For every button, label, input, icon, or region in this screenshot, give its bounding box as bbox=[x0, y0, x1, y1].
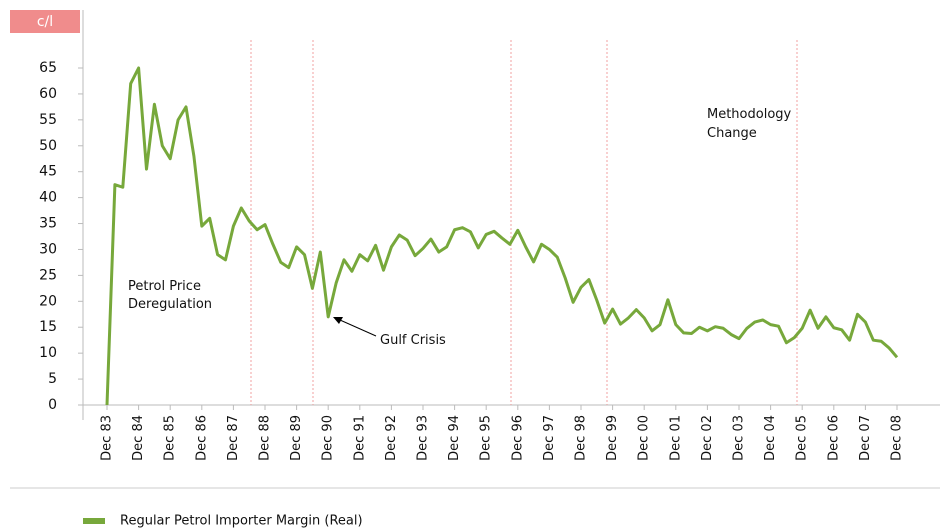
x-tick-label: Dec 05 bbox=[795, 415, 810, 461]
y-tick-label: 10 bbox=[39, 345, 57, 361]
x-tick-label: Dec 00 bbox=[637, 415, 652, 461]
x-tick-label: Dec 04 bbox=[763, 415, 778, 461]
x-tick-label: Dec 91 bbox=[352, 415, 367, 461]
y-tick-label: 40 bbox=[39, 190, 57, 206]
y-tick-label: 55 bbox=[39, 112, 57, 128]
arrow-head bbox=[333, 317, 343, 324]
y-tick-label: 65 bbox=[39, 60, 57, 76]
x-tick-label: Dec 96 bbox=[510, 415, 525, 461]
x-tick-label: Dec 03 bbox=[732, 415, 747, 461]
x-tick-label: Dec 83 bbox=[100, 415, 115, 461]
x-tick-label: Dec 93 bbox=[416, 415, 431, 461]
y-tick-label: 15 bbox=[39, 319, 57, 335]
x-tick-label: Dec 89 bbox=[289, 415, 304, 461]
x-tick-label: Dec 95 bbox=[479, 415, 494, 461]
y-tick-label: 45 bbox=[39, 164, 57, 180]
legend-label: Regular Petrol Importer Margin (Real) bbox=[120, 514, 363, 529]
x-tick-label: Dec 94 bbox=[447, 415, 462, 461]
x-tick-label: Dec 85 bbox=[163, 415, 178, 461]
y-tick-label: 20 bbox=[39, 293, 57, 309]
x-tick-label: Dec 92 bbox=[384, 415, 399, 461]
x-tick-label: Dec 87 bbox=[226, 415, 241, 461]
x-tick-label: Dec 06 bbox=[826, 415, 841, 461]
annotation: Gulf Crisis bbox=[380, 333, 446, 348]
x-tick-label: Dec 02 bbox=[700, 415, 715, 461]
x-tick-label: Dec 97 bbox=[542, 415, 557, 461]
x-tick-label: Dec 99 bbox=[605, 415, 620, 461]
legend-swatch bbox=[83, 518, 105, 524]
y-label-box bbox=[10, 10, 80, 33]
y-tick-label: 0 bbox=[48, 397, 57, 413]
y-tick-label: 50 bbox=[39, 138, 57, 154]
y-tick-label: 35 bbox=[39, 216, 57, 232]
x-tick-label: Dec 07 bbox=[858, 415, 873, 461]
y-tick-label: 60 bbox=[39, 86, 57, 102]
x-tick-label: Dec 98 bbox=[574, 415, 589, 461]
y-tick-label: 25 bbox=[39, 267, 57, 283]
annotation: Petrol Price Deregulation bbox=[128, 279, 212, 312]
x-tick-label: Dec 08 bbox=[890, 415, 905, 461]
x-tick-label: Dec 84 bbox=[131, 415, 146, 461]
arrow bbox=[339, 319, 377, 337]
y-tick-label: 5 bbox=[48, 371, 57, 387]
y-tick-label: 30 bbox=[39, 241, 57, 257]
x-tick-label: Dec 86 bbox=[194, 415, 209, 461]
line-series bbox=[105, 66, 899, 406]
x-tick-label: Dec 88 bbox=[258, 415, 273, 461]
x-tick-label: Dec 01 bbox=[668, 415, 683, 461]
y-axis-label: c/l bbox=[37, 14, 53, 30]
x-tick-label: Dec 90 bbox=[321, 415, 336, 461]
annotation: Methodology Change bbox=[707, 107, 792, 141]
